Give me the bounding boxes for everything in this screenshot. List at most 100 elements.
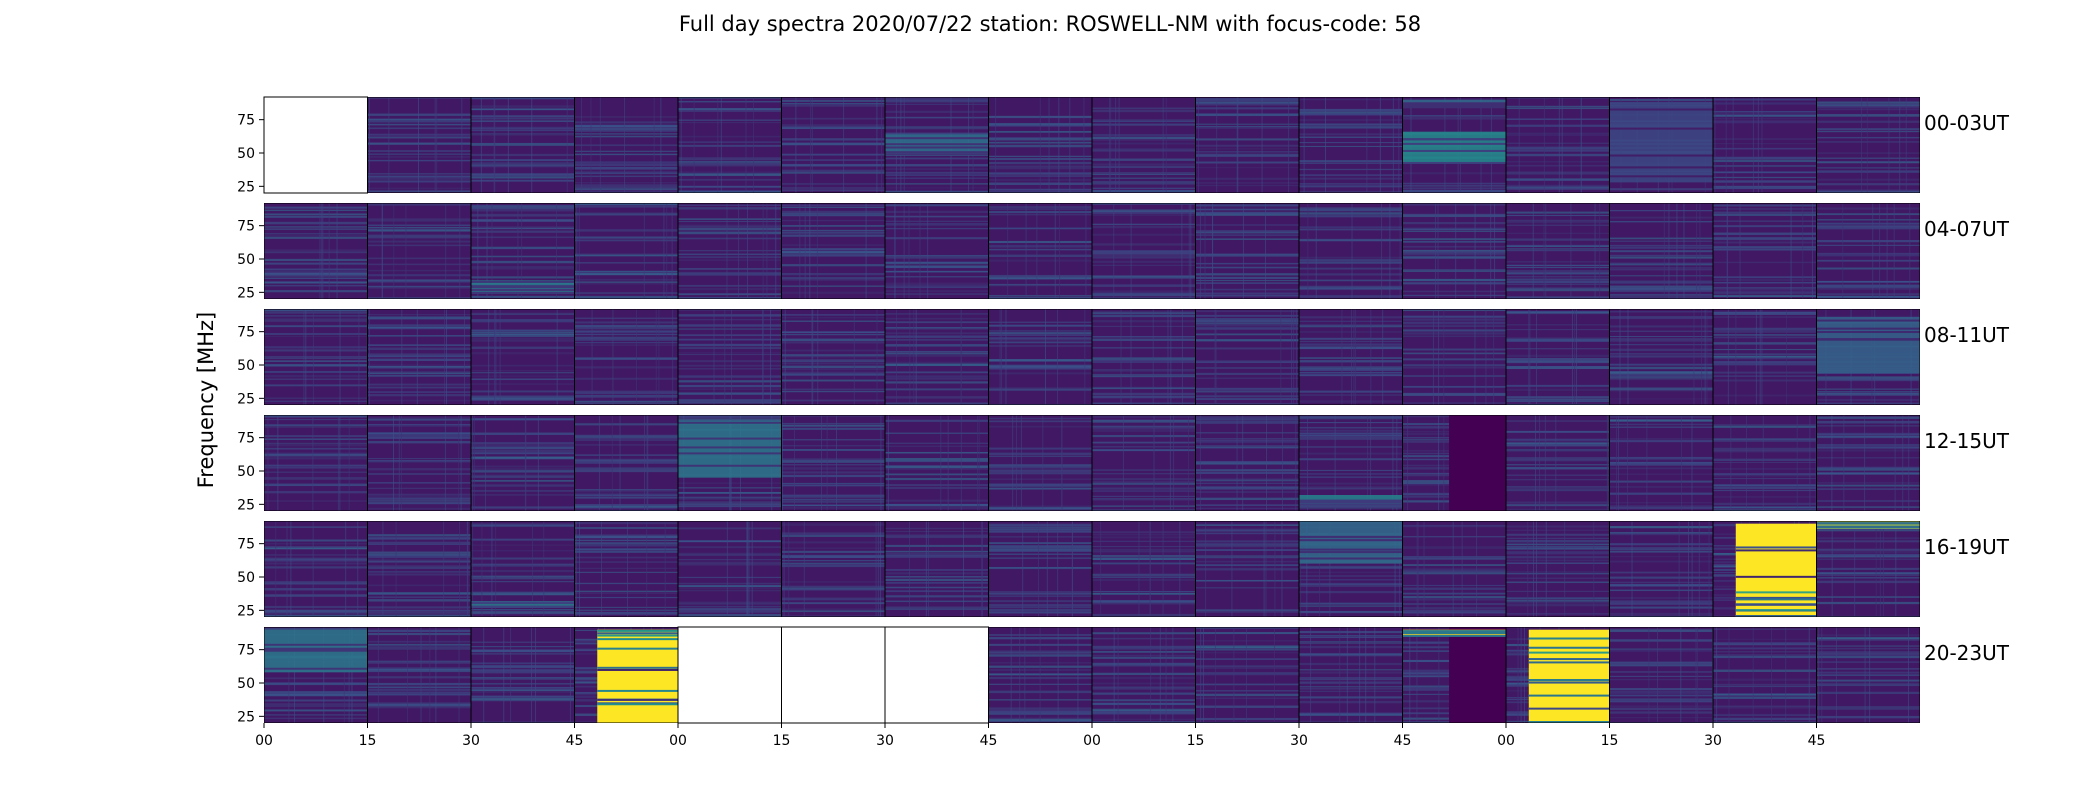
y-tick-label-r4-2: 75 [237,537,255,553]
y-tick-label-r0-1: 50 [237,146,255,162]
spectrum-panel-r1-p1 [367,203,471,299]
spectrum-panel-r4-p14 [1713,521,1817,617]
spectrum-panel-r2-p4 [678,309,782,405]
spectrum-panel-r5-p11 [1402,627,1506,723]
spectrum-panel-r3-p7 [988,415,1092,511]
x-tick-label-0: 00 [255,733,273,749]
spectrum-panel-r1-p9 [1195,203,1299,299]
y-tick-label-r4-0: 25 [237,603,255,619]
spectrum-panel-r3-p12 [1506,415,1610,511]
y-tick-label-r3-0: 25 [237,497,255,513]
spectrum-panel-r3-p15 [1816,415,1920,511]
spectrum-panel-r5-p7 [988,627,1092,723]
y-tick-label-r5-0: 25 [237,709,255,725]
spectrum-panel-r2-p13 [1609,309,1713,405]
spectrum-panel-r0-p9 [1195,97,1299,193]
spectrum-panel-r4-p6 [885,521,989,617]
row-label-0: 00-03UT [1924,111,2009,135]
y-tick-label-r0-0: 25 [237,179,255,195]
x-tick-label-13: 15 [1601,733,1619,749]
y-tick-label-r5-2: 75 [237,643,255,659]
spectrum-panel-r3-p13 [1609,415,1713,511]
spectrum-panel-r0-p15 [1816,97,1920,193]
spectrum-panel-r5-p15 [1816,627,1920,723]
spectrum-panel-r0-p5 [781,97,885,193]
spectrum-panel-r1-p2 [471,203,575,299]
spectrum-panel-r2-p7 [988,309,1092,405]
row-label-4: 16-19UT [1924,535,2009,559]
spectrum-panel-r4-p15 [1816,521,1920,617]
x-tick-label-14: 30 [1704,733,1722,749]
spectrum-panel-r4-p10 [1299,521,1403,617]
spectrum-panel-r1-p0 [264,203,368,299]
x-tick-label-15: 45 [1808,733,1826,749]
spectrum-panel-r4-p3 [574,521,678,617]
y-tick-label-r4-1: 50 [237,570,255,586]
spectrum-panel-r1-p15 [1816,203,1920,299]
spectrum-panel-r1-p5 [781,203,885,299]
spectrum-panel-r5-p4 [677,626,782,724]
x-tick-label-1: 15 [359,733,377,749]
spectrum-panel-r5-p8 [1092,627,1196,723]
spectrum-panel-r2-p2 [471,309,575,405]
spectrum-panel-r2-p5 [781,309,885,405]
row-label-5: 20-23UT [1924,641,2009,665]
spectrum-panel-r3-p14 [1713,415,1817,511]
spectrum-panel-r4-p4 [678,521,782,617]
spectrum-panel-r5-p0 [264,627,368,723]
spectrum-panel-r1-p4 [678,203,782,299]
spectrum-panel-r3-p5 [781,415,885,511]
spectrum-panel-r3-p4 [678,415,782,511]
spectrum-panel-r0-p2 [471,97,575,193]
spectrum-panel-r4-p12 [1506,521,1610,617]
spectrum-panel-r4-p2 [471,521,575,617]
y-tick-label-r0-2: 75 [237,113,255,129]
row-label-2: 08-11UT [1924,323,2009,347]
x-tick-label-6: 30 [876,733,894,749]
y-tick-label-r1-0: 25 [237,285,255,301]
spectrum-panel-r0-p14 [1713,97,1817,193]
spectrum-panel-r4-p5 [781,521,885,617]
spectrum-panel-r0-p3 [574,97,678,193]
spectrum-panel-r3-p0 [264,415,368,511]
x-tick-label-12: 00 [1497,733,1515,749]
spectrum-panel-r0-p4 [678,97,782,193]
x-tick-label-2: 30 [462,733,480,749]
y-tick-label-r2-1: 50 [237,358,255,374]
spectrum-panel-r4-p13 [1609,521,1713,617]
spectrum-panel-r1-p10 [1299,203,1403,299]
spectrum-panel-r5-p2 [471,627,575,723]
spectrum-panel-r0-p10 [1299,97,1403,193]
spectrum-panel-r5-p5 [781,626,886,724]
spectrum-panel-r5-p9 [1195,627,1299,723]
spectrum-panel-r3-p11 [1402,415,1506,511]
spectrum-panel-r2-p14 [1713,309,1817,405]
x-tick-label-10: 30 [1290,733,1308,749]
x-tick-label-4: 00 [669,733,687,749]
spectrum-panel-r3-p2 [471,415,575,511]
spectrum-panel-r3-p9 [1195,415,1299,511]
row-label-1: 04-07UT [1924,217,2009,241]
spectrum-panel-r5-p6 [884,626,989,724]
y-tick-label-r5-1: 50 [237,676,255,692]
spectrum-panel-r1-p13 [1609,203,1713,299]
spectrum-panel-r2-p1 [367,309,471,405]
x-tick-label-5: 15 [773,733,791,749]
spectrum-panel-r0-p11 [1402,97,1506,193]
spectrum-panel-r2-p3 [574,309,678,405]
y-tick-label-r3-2: 75 [237,431,255,447]
spectrum-panel-r2-p12 [1506,309,1610,405]
row-label-3: 12-15UT [1924,429,2009,453]
spectrum-panel-r1-p12 [1506,203,1610,299]
x-tick-label-3: 45 [566,733,584,749]
spectrum-panel-r4-p11 [1402,521,1506,617]
spectrum-panel-r5-p10 [1299,627,1403,723]
y-tick-label-r2-2: 75 [237,325,255,341]
spectrum-panel-r1-p6 [885,203,989,299]
spectrum-panel-r2-p8 [1092,309,1196,405]
spectrum-panel-r2-p0 [264,309,368,405]
spectrum-panel-r1-p11 [1402,203,1506,299]
spectrum-panel-r2-p6 [885,309,989,405]
spectrum-panel-r1-p8 [1092,203,1196,299]
